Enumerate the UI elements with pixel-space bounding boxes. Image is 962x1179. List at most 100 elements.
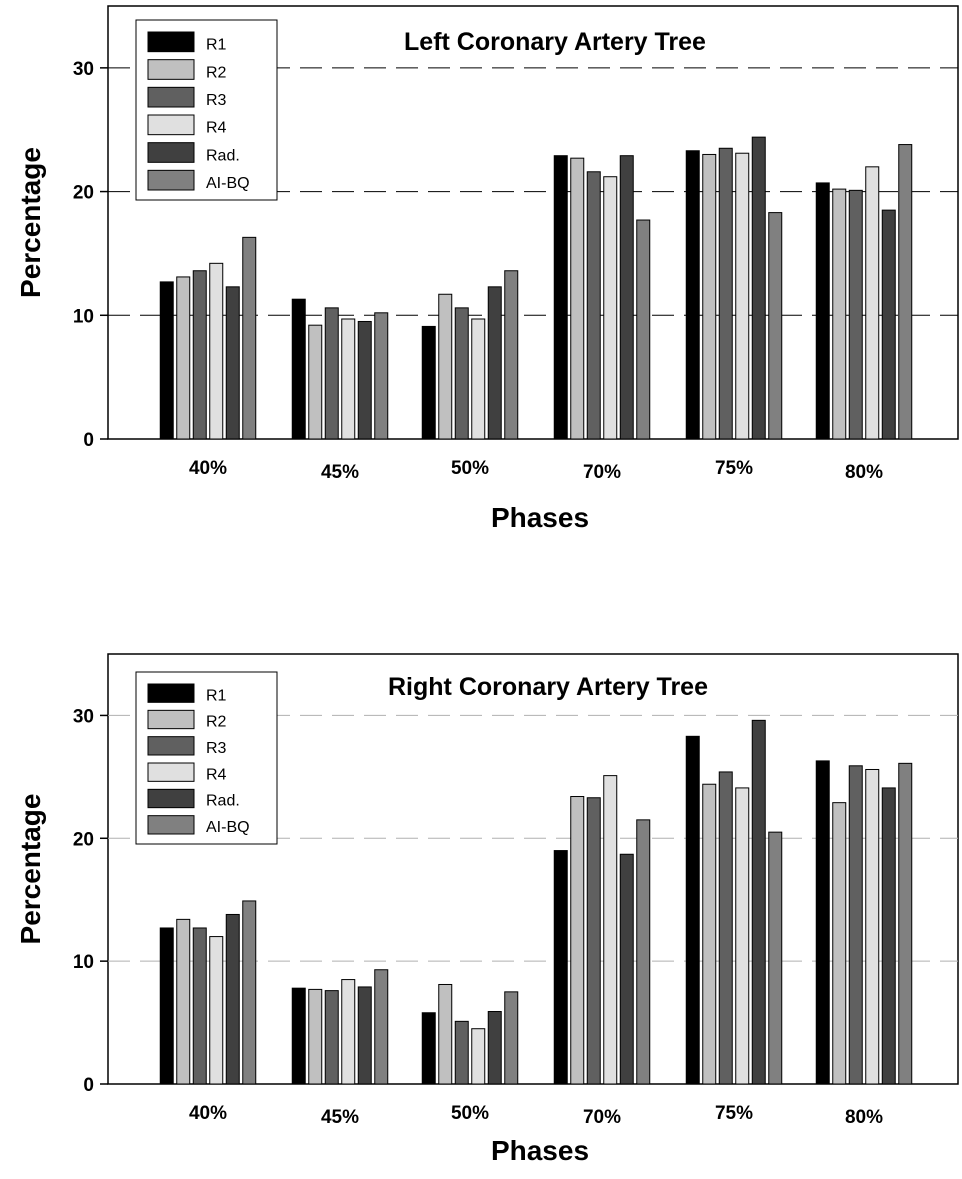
bar-r3-75pct xyxy=(718,147,733,440)
bar-aibq-40pct xyxy=(242,236,257,440)
bar-r3-70pct xyxy=(586,171,601,440)
x-tick-label: 50% xyxy=(451,458,489,479)
x-tick-label: 75% xyxy=(715,458,753,479)
x-tick-label: 40% xyxy=(189,1103,227,1124)
bar-r4-80pct xyxy=(865,768,880,1085)
bar-rad-40pct xyxy=(225,913,240,1085)
bar-rad-45pct xyxy=(357,986,372,1085)
bar-r1-80pct xyxy=(815,760,830,1085)
bar-r1-70pct xyxy=(553,155,568,440)
bar-r2-75pct xyxy=(702,783,717,1085)
bar-r4-50pct xyxy=(471,1028,486,1085)
bar-r1-45pct xyxy=(291,987,306,1085)
bar-r3-75pct xyxy=(718,771,733,1085)
y-tick-label: 10 xyxy=(73,306,94,327)
legend-swatch xyxy=(147,788,195,809)
legend-label: R1 xyxy=(206,37,227,54)
bar-r2-40pct xyxy=(176,276,191,440)
bar-r4-80pct xyxy=(865,166,880,440)
legend: R1 R2 R3 R4 Rad. AI-BQ xyxy=(135,19,278,201)
chart-2: 0 10 20 30 40% 45% 50% 70% 75% 80% Phases Percentag… xyxy=(15,653,959,1166)
x-tick-label: 75% xyxy=(715,1103,753,1124)
legend-swatch xyxy=(147,683,195,703)
bar-r2-70pct xyxy=(570,157,585,440)
bar-r2-45pct xyxy=(308,988,323,1085)
legend-swatch xyxy=(147,142,195,163)
legend-label: R1 xyxy=(206,687,227,704)
y-tick-label: 20 xyxy=(73,829,94,850)
bar-r3-70pct xyxy=(586,797,601,1085)
y-tick-label: 10 xyxy=(73,952,94,973)
bar-r1-50pct xyxy=(421,325,436,440)
bar-aibq-80pct xyxy=(898,144,913,440)
bar-r2-80pct xyxy=(832,188,847,440)
legend-label: R3 xyxy=(206,740,227,757)
bar-r2-50pct xyxy=(438,983,453,1085)
x-tick-label: 45% xyxy=(321,1107,359,1128)
chart-title: Left Coronary Artery Tree xyxy=(404,28,706,56)
bar-r4-40pct xyxy=(209,936,224,1085)
y-tick-label: 30 xyxy=(73,59,94,80)
bar-r1-40pct xyxy=(159,927,174,1085)
bar-aibq-70pct xyxy=(636,819,651,1085)
bar-r1-45pct xyxy=(291,298,306,440)
bar-r4-70pct xyxy=(603,176,618,440)
plot-frame xyxy=(107,653,959,1085)
x-axis-label: Phases xyxy=(491,1135,589,1166)
legend-swatch xyxy=(147,736,195,756)
bar-r4-75pct xyxy=(735,787,750,1085)
bar-r3-50pct xyxy=(454,307,469,440)
bar-r2-75pct xyxy=(702,153,717,440)
bar-r3-80pct xyxy=(848,189,863,440)
legend-label: R2 xyxy=(206,64,227,81)
bar-rad-75pct xyxy=(751,719,766,1085)
bar-rad-50pct xyxy=(487,286,502,440)
legend-label: R4 xyxy=(206,120,227,137)
bar-r2-45pct xyxy=(308,324,323,440)
legend-label: R3 xyxy=(206,92,227,109)
legend-swatch xyxy=(147,762,195,782)
legend-label: Rad. xyxy=(206,147,240,164)
x-tick-label: 45% xyxy=(321,462,359,483)
bar-r4-40pct xyxy=(209,262,224,440)
x-tick-label: 70% xyxy=(583,1107,621,1128)
bar-r2-70pct xyxy=(570,796,585,1085)
bar-rad-70pct xyxy=(619,853,634,1085)
x-axis-label: Phases xyxy=(491,502,589,533)
legend-swatch xyxy=(147,86,195,108)
bar-r3-80pct xyxy=(848,765,863,1085)
legend-label: Rad. xyxy=(206,793,240,810)
y-tick-label: 30 xyxy=(73,706,94,727)
x-tick-label: 40% xyxy=(189,458,227,479)
bar-aibq-75pct xyxy=(768,212,783,440)
bar-r1-75pct xyxy=(685,150,700,440)
bar-aibq-80pct xyxy=(898,762,913,1085)
bar-r2-40pct xyxy=(176,918,191,1085)
legend-swatch xyxy=(147,59,195,80)
x-tick-label: 50% xyxy=(451,1103,489,1124)
bar-r1-40pct xyxy=(159,281,174,440)
bar-rad-45pct xyxy=(357,320,372,440)
chart-title: Right Coronary Artery Tree xyxy=(388,673,708,701)
bar-aibq-75pct xyxy=(768,831,783,1085)
x-tick-label: 80% xyxy=(845,1107,883,1128)
bar-r3-40pct xyxy=(192,927,207,1085)
y-axis-label: Percentage xyxy=(15,147,46,298)
chart-1: 0 10 20 30 40% 45% 50% 70% 75% 80% Phases Percentag… xyxy=(15,5,959,533)
legend-label: R4 xyxy=(206,766,227,783)
bar-rad-40pct xyxy=(225,286,240,440)
legend-swatch xyxy=(147,169,195,191)
bar-r4-50pct xyxy=(471,318,486,440)
bar-rad-50pct xyxy=(487,1011,502,1085)
plot-frame xyxy=(107,5,959,440)
bar-rad-80pct xyxy=(881,209,896,440)
legend-label: AI-BQ xyxy=(206,819,250,836)
bar-aibq-45pct xyxy=(374,969,389,1085)
legend-swatch xyxy=(147,114,195,136)
bar-r1-80pct xyxy=(815,182,830,440)
bar-r2-50pct xyxy=(438,293,453,440)
bar-r3-40pct xyxy=(192,270,207,440)
bar-r3-45pct xyxy=(324,990,339,1085)
y-tick-label: 0 xyxy=(83,1075,94,1096)
